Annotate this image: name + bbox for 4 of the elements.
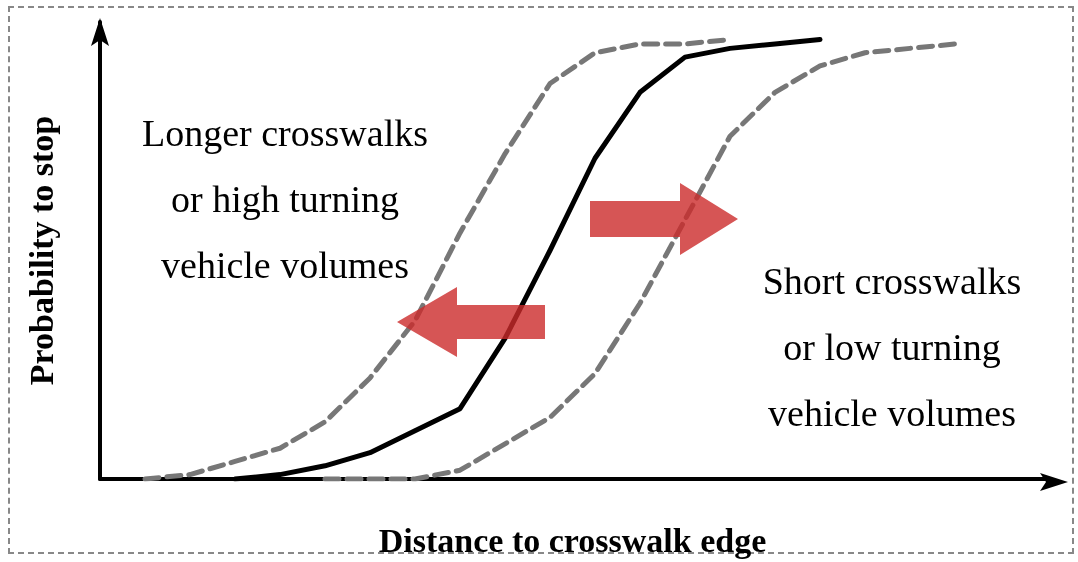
y-axis-title: Probability to stop [22, 115, 60, 386]
annotation: Longer crosswalks or high turning vehicle volumes [142, 112, 428, 286]
x-axis-title: Distance to crosswalk edge [378, 521, 767, 559]
annotation: Short crosswalks or low turning vehicle volumes [762, 260, 1022, 434]
